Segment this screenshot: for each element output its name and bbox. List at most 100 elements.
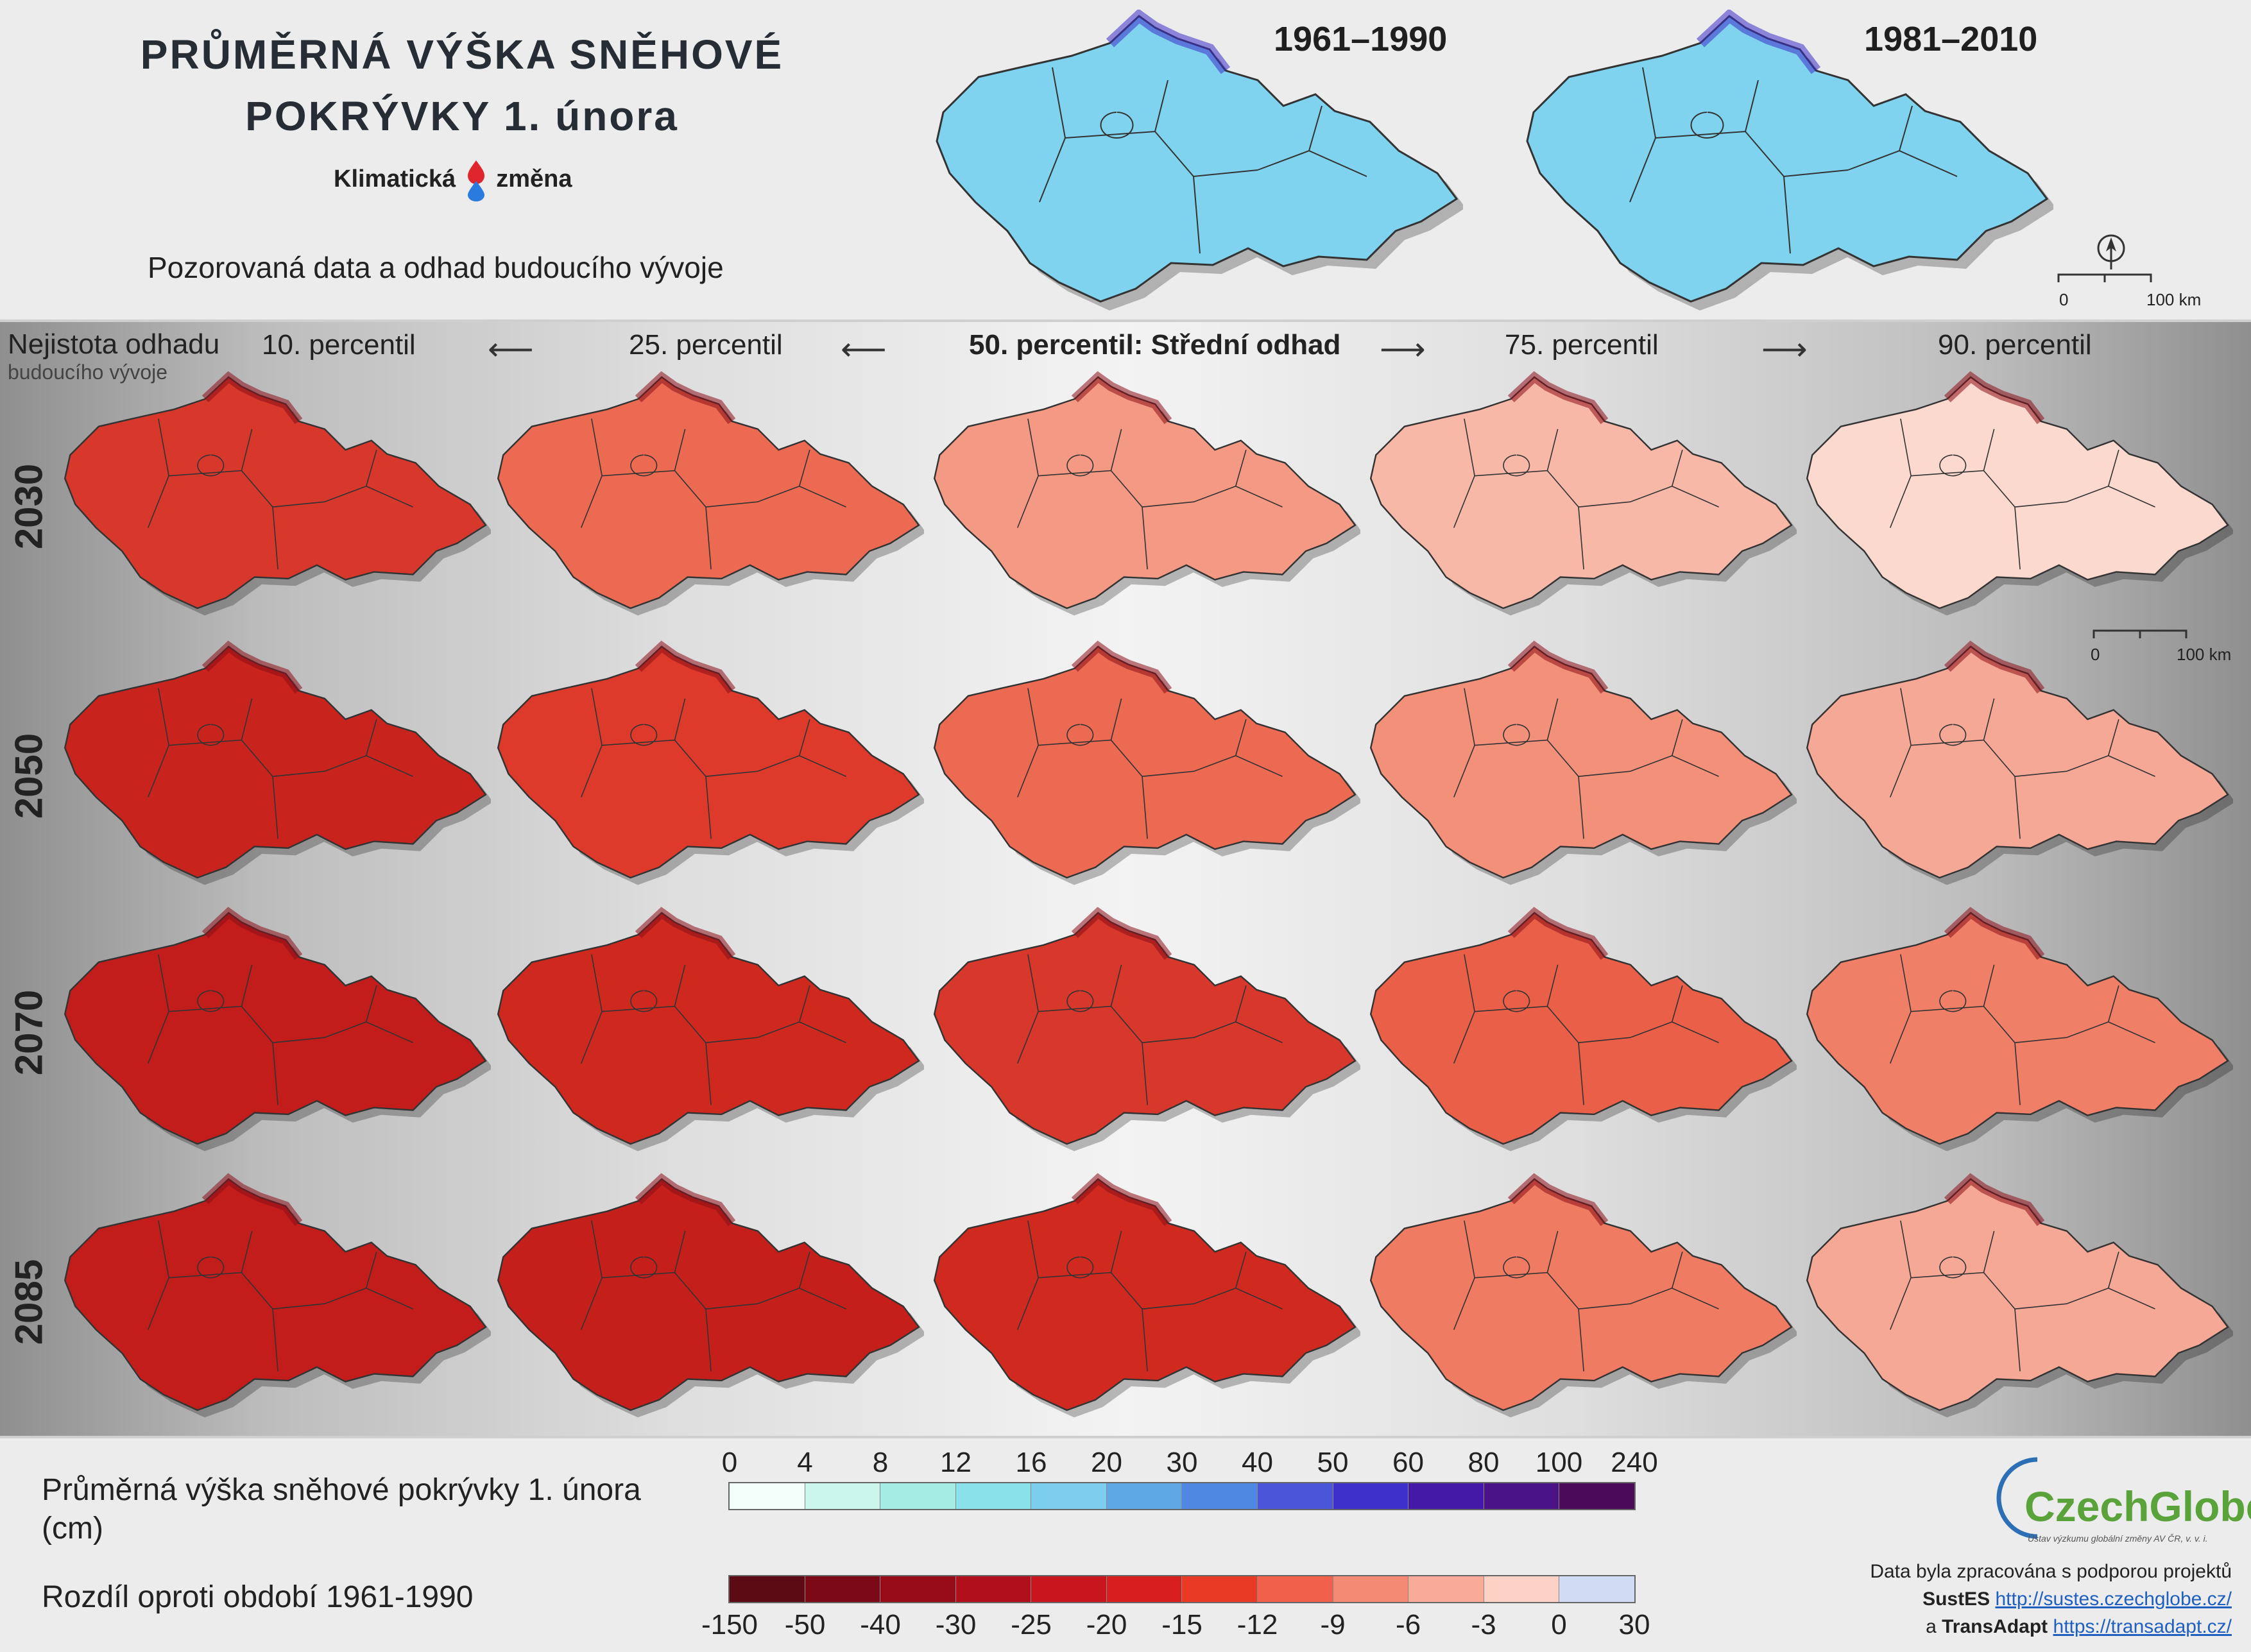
legend-snow-swatch	[955, 1483, 1032, 1509]
legend-snow-swatch	[1031, 1483, 1107, 1509]
legend-diff-swatch	[1408, 1576, 1484, 1602]
legend-snow-swatch	[1106, 1483, 1183, 1509]
future-map-2050-p2	[497, 640, 924, 885]
future-map-2070-p5	[1806, 907, 2233, 1152]
legend-diff-tick-label: -9	[1320, 1609, 1346, 1640]
observed-map-1981-2010	[1526, 10, 2053, 311]
legend-snow-swatch	[1258, 1483, 1333, 1509]
future-map-2030-p3	[933, 371, 1360, 616]
czechglobe-logo-icon	[1996, 1457, 2038, 1539]
future-map-2050-p3	[933, 640, 1360, 885]
page-title-line-2: POKRÝVKY 1. února	[245, 93, 679, 139]
legend-diff-swatch	[1559, 1576, 1634, 1602]
legend-diff-tick-label: -50	[784, 1609, 826, 1640]
legend-snow-tick-label: 40	[1242, 1447, 1273, 1478]
scale-bar	[2057, 273, 2152, 282]
logo-name: CzechGlobe	[2024, 1483, 2251, 1530]
legend-snow-swatch	[1559, 1483, 1634, 1509]
legend-diff-tick-label: -25	[1011, 1609, 1052, 1640]
legend-diff-swatch	[1031, 1576, 1107, 1602]
legend-snow-tick-label: 60	[1392, 1447, 1424, 1478]
arrow-left-icon: ⟵	[488, 331, 534, 367]
legend-snow-swatch	[730, 1483, 805, 1509]
brand-logo: Klimatická změna	[334, 159, 572, 201]
legend-diff-swatch	[1333, 1576, 1409, 1602]
legend-diff-swatch	[955, 1576, 1032, 1602]
future-map-2030-p1	[64, 371, 491, 616]
future-map-2070-p3	[933, 907, 1360, 1152]
legend-snow-tick-label: 80	[1468, 1447, 1500, 1478]
legend-diff-swatch	[805, 1576, 881, 1602]
scale-bar-zero: 0	[2091, 645, 2100, 664]
page-title-line-1: PRŮMĚRNÁ VÝŠKA SNĚHOVÉ	[140, 31, 784, 78]
legend-snow-tick-label: 240	[1611, 1447, 1658, 1478]
column-header-p90: 90. percentil	[1938, 329, 2092, 361]
legend-diff-tick-label: 30	[1618, 1609, 1650, 1640]
future-map-2030-p2	[497, 371, 924, 616]
row-label-2050: 2050	[7, 733, 51, 819]
north-arrow-icon	[2097, 234, 2125, 269]
uncertainty-label: Nejistota odhadu	[8, 328, 220, 360]
legend-diff-tick-label: -6	[1395, 1609, 1421, 1640]
project-sustes: SustES	[1922, 1588, 1990, 1610]
credits-line-1: Data byla zpracována s podporou projektů	[1870, 1561, 2232, 1582]
future-map-2030-p4	[1369, 371, 1797, 616]
legend-snow-colorbar	[728, 1482, 1636, 1510]
legend-snow-swatch	[1333, 1483, 1409, 1509]
legend-snow-tick-label: 0	[721, 1447, 738, 1478]
credits-joiner: a	[1926, 1616, 1937, 1637]
future-map-2085-p3	[933, 1173, 1360, 1418]
legend-diff-swatch	[1258, 1576, 1333, 1602]
future-map-2070-p2	[497, 907, 924, 1152]
period-label-1981-2010: 1981–2010	[1864, 20, 2038, 58]
column-header-p50: 50. percentil: Střední odhad	[969, 329, 1341, 361]
column-header-p75: 75. percentil	[1505, 329, 1659, 361]
uncertainty-sublabel: budoucího vývoje	[8, 361, 168, 384]
legend-diff-tick-label: -15	[1161, 1609, 1203, 1640]
row-label-2070: 2070	[7, 989, 51, 1076]
period-label-1961-1990: 1961–1990	[1274, 20, 1448, 58]
legend-diff-tick-label: -20	[1086, 1609, 1127, 1640]
legend-snow-swatch	[880, 1483, 956, 1509]
legend-diff-swatch	[1484, 1576, 1560, 1602]
legend-snow-tick-label: 100	[1535, 1447, 1583, 1478]
column-header-p10: 10. percentil	[262, 329, 416, 361]
legend-diff-swatch	[880, 1576, 956, 1602]
project-transadapt: TransAdapt	[1942, 1616, 2048, 1637]
legend-diff-label: Rozdíl oproti období 1961-1990	[42, 1580, 474, 1614]
row-label-2085: 2085	[7, 1259, 51, 1345]
future-map-2085-p4	[1369, 1173, 1797, 1418]
legend-diff-tick-label: 0	[1551, 1609, 1567, 1640]
logo-subtitle: Ústav výzkumu globální změny AV ČR, v. v…	[2028, 1533, 2208, 1544]
scale-bar-end: 100 km	[2146, 290, 2202, 309]
future-map-2070-p4	[1369, 907, 1797, 1152]
legend-snow-swatch	[1484, 1483, 1560, 1509]
legend-snow-swatch	[805, 1483, 881, 1509]
legend-snow-unit: (cm)	[42, 1511, 103, 1546]
future-map-2050-p1	[64, 640, 491, 885]
legend-snow-tick-label: 12	[940, 1447, 971, 1478]
legend-snow-tick-label: 20	[1091, 1447, 1122, 1478]
legend-snow-tick-label: 4	[797, 1447, 813, 1478]
legend-snow-tick-label: 50	[1317, 1447, 1349, 1478]
arrow-right-icon: ⟶	[1380, 331, 1426, 367]
legend-diff-tick-label: -3	[1471, 1609, 1496, 1640]
future-map-2050-p5	[1806, 640, 2233, 885]
legend-diff-colorbar	[728, 1575, 1636, 1603]
legend-panel	[0, 1437, 2251, 1652]
future-map-2070-p1	[64, 907, 491, 1152]
legend-diff-tick-label: -40	[860, 1609, 901, 1640]
legend-diff-swatch	[730, 1576, 805, 1602]
link-transadapt[interactable]: https://transadapt.cz/	[2053, 1616, 2232, 1637]
arrow-left-icon: ⟵	[841, 331, 887, 367]
future-map-2085-p5	[1806, 1173, 2233, 1418]
credits-line-3: a TransAdapt https://transadapt.cz/	[1926, 1616, 2232, 1638]
brand-word-1: Klimatická	[334, 166, 456, 193]
scale-bar-zero: 0	[2059, 290, 2069, 309]
future-map-2030-p5	[1806, 371, 2233, 616]
legend-diff-swatch	[1182, 1576, 1258, 1602]
legend-snow-label: Průměrná výška sněhové pokrývky 1. února	[42, 1473, 641, 1507]
drop-icon	[467, 160, 484, 201]
link-sustes[interactable]: http://sustes.czechglobe.cz/	[1995, 1588, 2232, 1610]
observed-map-1961-1990	[936, 10, 1463, 311]
